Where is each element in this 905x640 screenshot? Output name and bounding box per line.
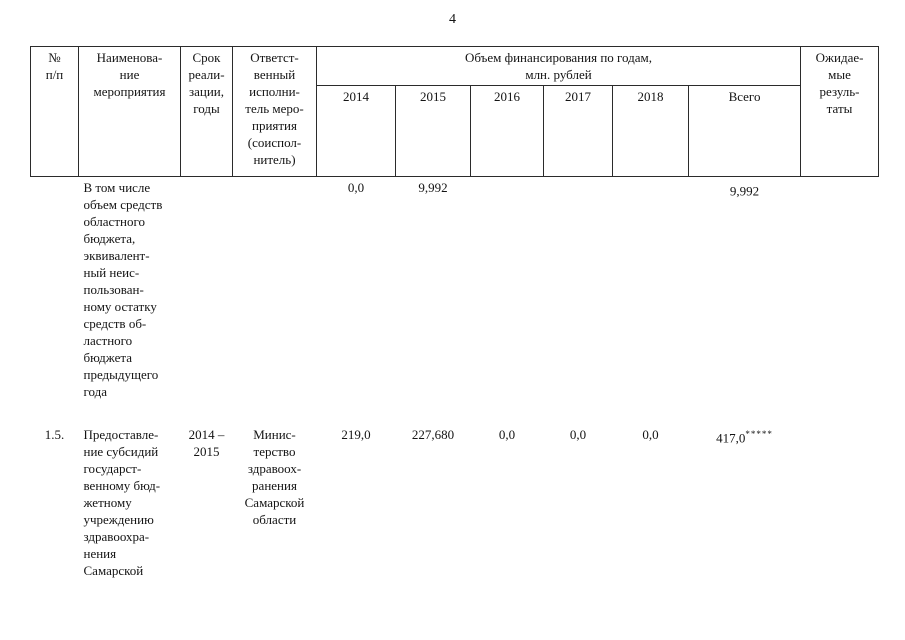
cell-2016: 0,0 bbox=[498, 427, 516, 442]
cell-name: В том числе объем средств областного бюд… bbox=[83, 180, 163, 399]
cell-total: 9,992 bbox=[689, 177, 801, 403]
cell-executor: Минис- терство здравоох- ранения Самарск… bbox=[244, 427, 305, 527]
page-number: 4 bbox=[449, 12, 456, 27]
cell-2014: 219,0 bbox=[341, 427, 371, 442]
table-body: В том числе объем средств областного бюд… bbox=[31, 177, 879, 582]
header-executor: Ответст- венный исполни- тель меро- прия… bbox=[232, 46, 317, 177]
header-term: Срок реали- зации, годы bbox=[180, 46, 233, 177]
cell-name: Предоставле- ние субсидий государст- вен… bbox=[83, 427, 161, 578]
cell-2017: 0,0 bbox=[569, 427, 587, 442]
header-year-2017: 2017 bbox=[543, 85, 613, 177]
cell-2017 bbox=[544, 177, 613, 403]
table-row: 1.5. Предоставле- ние субсидий государст… bbox=[31, 402, 879, 581]
funding-table: № п/п Наименова- ние мероприятия Срок ре… bbox=[30, 46, 880, 582]
cell-2018: 0,0 bbox=[642, 427, 659, 442]
cell-term bbox=[181, 177, 233, 403]
header-total: Всего bbox=[687, 85, 802, 177]
header-year-2018: 2018 bbox=[612, 85, 689, 177]
cell-2015: 9,992 bbox=[418, 180, 448, 195]
header-year-2014: 2014 bbox=[316, 85, 396, 177]
header-num: № п/п bbox=[30, 46, 79, 177]
table-header: № п/п Наименова- ние мероприятия Срок ре… bbox=[30, 46, 880, 177]
cell-term: 2014 – 2015 bbox=[188, 427, 225, 459]
header-funding-group: Объем финансирования по годам, млн. рубл… bbox=[315, 46, 802, 86]
total-footnote: ***** bbox=[745, 429, 773, 439]
cell-2018 bbox=[613, 177, 689, 403]
cell-2016 bbox=[471, 177, 544, 403]
cell-results bbox=[801, 402, 879, 581]
cell-results bbox=[801, 177, 879, 403]
cell-total: 417,0***** bbox=[689, 402, 801, 581]
cell-2014: 0,0 bbox=[347, 180, 365, 195]
cell-2015: 227,680 bbox=[411, 427, 455, 442]
cell-num: 1.5. bbox=[44, 427, 65, 442]
header-results: Ожидае- мые резуль- таты bbox=[800, 46, 880, 177]
table-row: В том числе объем средств областного бюд… bbox=[31, 177, 879, 403]
header-year-2016: 2016 bbox=[470, 85, 544, 177]
cell-executor bbox=[233, 177, 317, 403]
total-value: 417,0 bbox=[716, 430, 746, 446]
total-value: 9,992 bbox=[729, 183, 760, 199]
header-year-2015: 2015 bbox=[395, 85, 471, 177]
header-name: Наименова- ние мероприятия bbox=[78, 46, 181, 177]
cell-num bbox=[31, 177, 79, 403]
